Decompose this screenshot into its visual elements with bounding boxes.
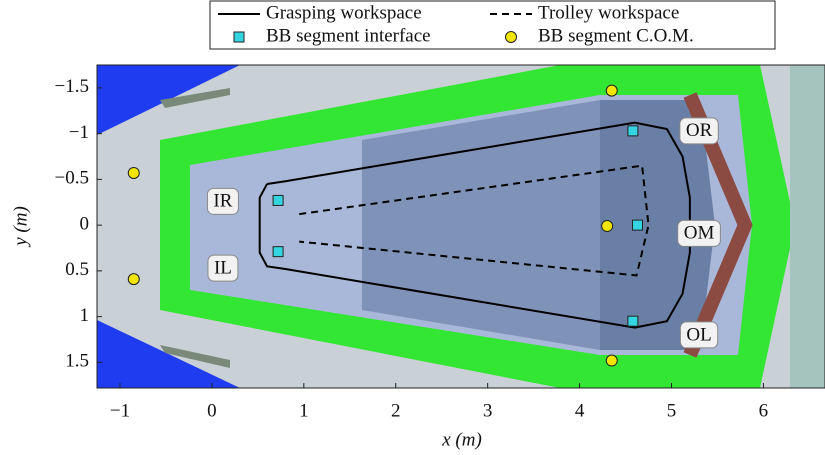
y-tick-label: −1.5 <box>55 76 89 97</box>
y-tick-label: −1 <box>69 122 89 143</box>
marker-circle <box>128 274 139 285</box>
x-tick-label: 1 <box>299 400 309 421</box>
y-tick-label: 0 <box>80 213 90 234</box>
y-tick-label: 1 <box>80 305 90 326</box>
annotation: IR <box>213 191 232 212</box>
legend-label: Trolley workspace <box>538 2 679 23</box>
marker-square <box>273 195 283 205</box>
legend-label: BB segment C.O.M. <box>538 25 694 46</box>
marker-circle <box>128 167 139 178</box>
annotation: OM <box>684 223 715 244</box>
x-tick-label: 0 <box>207 400 217 421</box>
x-tick-label: 4 <box>575 400 585 421</box>
chart: x (m) y (m) −1 0 1 2 3 4 5 6 −1.5 −1 −0.5 0 0.5 1 1.5 G… <box>0 0 825 455</box>
annotation: OL <box>686 324 711 345</box>
x-tick-label: 3 <box>483 400 493 421</box>
legend-marker <box>506 32 517 43</box>
marker-square <box>628 126 638 136</box>
x-axis-label: x (m) <box>441 429 482 450</box>
marker-circle <box>606 85 617 96</box>
legend-label: BB segment interface <box>266 25 431 46</box>
marker-circle <box>602 221 613 232</box>
marker-square <box>628 316 638 326</box>
x-tick-label: 6 <box>759 400 769 421</box>
annotation: IL <box>214 257 232 278</box>
x-tick-label: 2 <box>391 400 401 421</box>
y-axis-label: y (m) <box>10 206 31 248</box>
marker-circle <box>606 355 617 366</box>
annotation: OR <box>686 120 713 141</box>
y-tick-label: −0.5 <box>55 168 89 189</box>
x-tick-label: −1 <box>110 400 130 421</box>
x-tick-label: 5 <box>667 400 677 421</box>
legend-marker <box>234 32 244 42</box>
y-tick-label: 0.5 <box>65 259 89 280</box>
marker-square <box>273 247 283 257</box>
y-tick-label: 1.5 <box>65 351 89 372</box>
legend-label: Grasping workspace <box>266 2 422 23</box>
marker-square <box>632 220 642 230</box>
